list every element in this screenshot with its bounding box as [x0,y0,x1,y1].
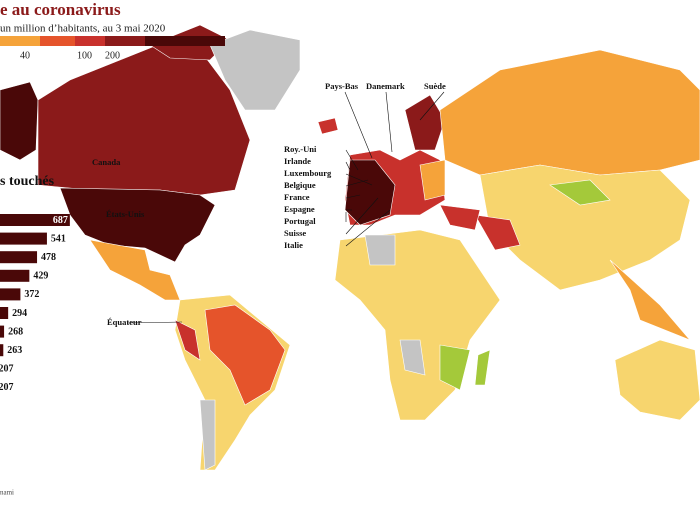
world-map [0,24,700,471]
map-label: Roy.-Uni [284,144,317,154]
region [614,339,700,421]
map-label: Espagne [284,204,315,214]
region [344,159,396,226]
leader-line [345,173,373,186]
map-label: Irlande [284,156,311,166]
region [419,159,446,201]
bar [0,325,5,338]
region [474,349,491,386]
region [439,344,471,391]
map-label: Équateur [107,317,142,327]
leader-line [345,197,379,235]
bar-value: 294 [12,308,27,319]
bar-value: 429 [33,271,48,282]
bar-value: 207 [0,364,13,375]
region [174,319,201,361]
region [439,204,481,231]
bar [0,269,30,282]
bar-value: 263 [7,345,22,356]
bar [0,344,4,357]
region [59,187,216,263]
region [199,399,216,471]
leader-line [344,91,373,159]
legend-swatch [0,36,40,46]
leader-line [419,91,445,121]
legend-tick: 200 [105,50,120,61]
leader-line [345,194,361,199]
leader-line [345,161,351,171]
leader-line [345,149,359,171]
bar-value: 207 [0,382,13,393]
map-label: Pays-Bas [325,81,359,91]
region [399,339,426,376]
leader-line [345,179,369,187]
map-label: Canada [92,157,121,167]
region [549,179,611,206]
map-label: Italie [284,240,303,250]
region [439,49,700,176]
legend-swatch [145,36,225,46]
title: e au coronavirus [0,0,121,19]
bar [0,232,47,245]
map-label: Suisse [284,228,306,238]
region [209,29,301,111]
map-label: Suède [424,81,446,91]
map-label: Portugal [284,216,316,226]
bar-value: 687 [53,215,68,226]
source: nami [0,489,14,497]
bar [0,288,21,301]
leader-line [345,209,391,247]
subtitle: un million d’habitants, au 3 mai 2020 [0,23,166,35]
legend-swatch [40,36,75,46]
region [364,234,396,266]
legend [0,36,225,46]
bar [0,214,70,226]
leader-line [126,321,183,324]
bar-value: 478 [41,252,56,263]
legend-swatch [105,36,145,46]
bar-value: 268 [8,326,23,337]
region [474,214,521,251]
map-labels: Canada États-Unis Pays-Bas Danemark Suède Roy… [92,81,446,327]
bar-value: 541 [51,233,66,244]
region [0,81,39,161]
ranking-chart: 68754147842937229426826320720758 [0,214,70,393]
leader-line [385,91,393,153]
legend-swatch [75,36,105,46]
map-label: Danemark [366,81,405,91]
bar-value: 372 [24,289,39,300]
bar [0,307,9,319]
region [479,164,691,291]
legend-tick: 100 [77,50,92,61]
map-label: États-Unis [106,209,145,219]
legend-tick: 40 [20,50,30,61]
region [404,94,446,151]
map-label: Luxembourg [284,168,332,178]
ranking-title: s touchés [0,174,55,189]
bar [0,251,38,264]
region [204,304,286,406]
map-label: France [284,192,310,202]
map-label: Belgique [284,180,316,190]
region [609,259,691,341]
region [334,229,501,421]
region [317,117,339,135]
